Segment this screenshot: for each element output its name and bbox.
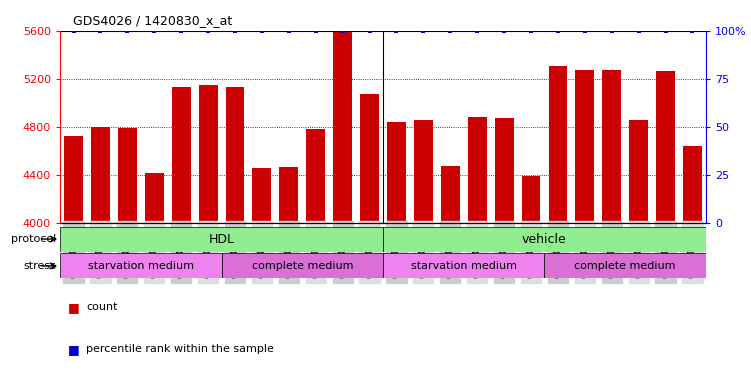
Bar xyxy=(575,70,594,223)
Bar xyxy=(656,71,675,223)
Bar xyxy=(333,32,352,223)
Bar xyxy=(441,166,460,223)
Text: count: count xyxy=(86,302,118,312)
Bar xyxy=(383,227,706,252)
Bar xyxy=(199,85,218,223)
Text: ■: ■ xyxy=(68,343,80,356)
Bar xyxy=(468,117,487,223)
Bar xyxy=(64,136,83,223)
Bar xyxy=(522,176,541,223)
Bar xyxy=(544,253,706,278)
Bar xyxy=(60,227,383,252)
Bar xyxy=(60,253,222,278)
Bar xyxy=(495,118,514,223)
Bar xyxy=(279,167,298,223)
Bar xyxy=(118,128,137,223)
Text: vehicle: vehicle xyxy=(522,233,567,245)
Text: starvation medium: starvation medium xyxy=(411,261,517,271)
Bar xyxy=(387,122,406,223)
Text: HDL: HDL xyxy=(209,233,234,245)
Text: complete medium: complete medium xyxy=(575,261,676,271)
Text: protocol: protocol xyxy=(11,234,56,244)
Bar xyxy=(145,173,164,223)
Bar xyxy=(602,70,621,223)
Bar xyxy=(222,253,383,278)
Text: ■: ■ xyxy=(68,301,80,314)
Text: stress: stress xyxy=(23,261,56,271)
Bar xyxy=(548,66,567,223)
Bar xyxy=(225,87,244,223)
Bar xyxy=(306,129,325,223)
Bar xyxy=(629,119,648,223)
Text: GDS4026 / 1420830_x_at: GDS4026 / 1420830_x_at xyxy=(73,14,232,27)
Bar xyxy=(252,167,271,223)
Bar xyxy=(360,94,379,223)
Bar xyxy=(91,127,110,223)
Bar xyxy=(383,253,544,278)
Text: complete medium: complete medium xyxy=(252,261,353,271)
Text: percentile rank within the sample: percentile rank within the sample xyxy=(86,344,274,354)
Bar xyxy=(414,120,433,223)
Text: starvation medium: starvation medium xyxy=(88,261,194,271)
Bar xyxy=(172,87,191,223)
Bar xyxy=(683,146,702,223)
